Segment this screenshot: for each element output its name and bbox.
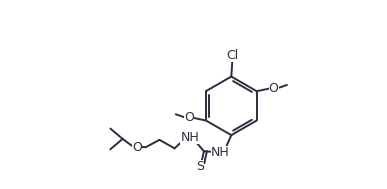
Text: S: S bbox=[196, 160, 204, 173]
Text: O: O bbox=[132, 141, 142, 154]
Text: O: O bbox=[269, 82, 279, 95]
Text: NH: NH bbox=[211, 146, 229, 159]
Text: Cl: Cl bbox=[226, 49, 238, 62]
Text: NH: NH bbox=[180, 132, 199, 144]
Text: O: O bbox=[184, 111, 194, 124]
